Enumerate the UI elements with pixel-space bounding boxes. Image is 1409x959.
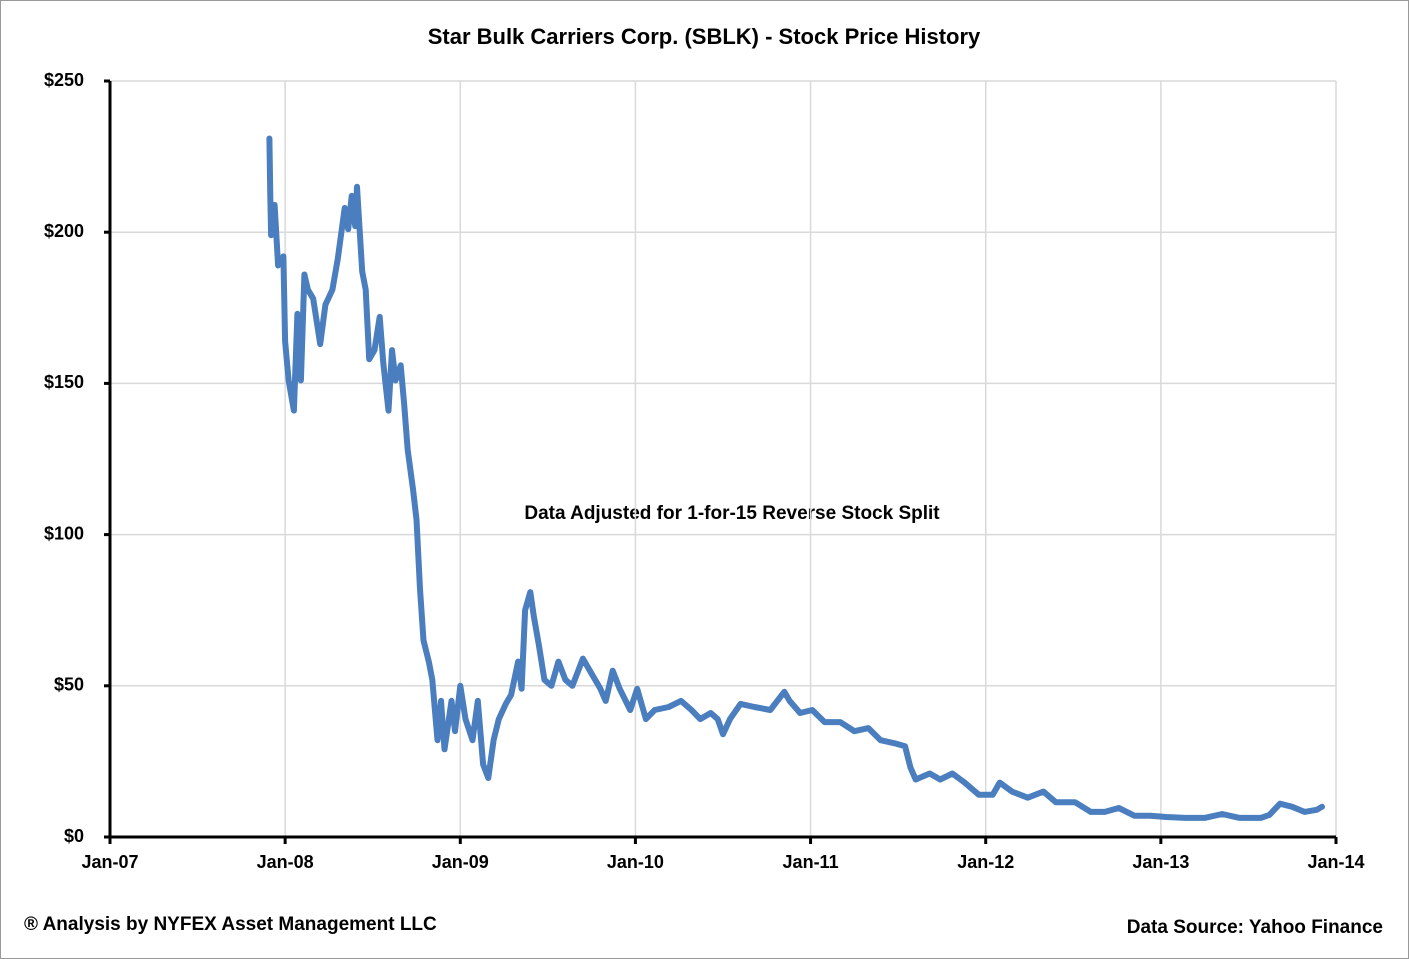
annotation: Data Adjusted for 1-for-15 Reverse Stock… xyxy=(524,503,940,524)
y-tick-label: $100 xyxy=(44,523,84,543)
x-tick-label: Jan-08 xyxy=(257,852,314,872)
x-tick-label: Jan-14 xyxy=(1307,852,1364,872)
x-tick-label: Jan-12 xyxy=(957,852,1014,872)
y-tick-label: $200 xyxy=(44,221,84,241)
x-tick-label: Jan-09 xyxy=(432,852,489,872)
x-tick-label: Jan-10 xyxy=(607,852,664,872)
x-tick-label: Jan-07 xyxy=(81,852,138,872)
x-tick-label: Jan-11 xyxy=(783,852,839,872)
y-tick-label: $0 xyxy=(64,826,84,846)
chart-title: Star Bulk Carriers Corp. (SBLK) - Stock … xyxy=(428,24,981,49)
footer-left: ® Analysis by NYFEX Asset Management LLC xyxy=(24,914,437,935)
y-tick-label: $250 xyxy=(44,70,84,90)
y-tick-label: $50 xyxy=(54,675,84,695)
y-tick-label: $150 xyxy=(44,372,84,392)
price-line xyxy=(266,135,1325,821)
x-tick-label: Jan-13 xyxy=(1132,852,1189,872)
footer-right: Data Source: Yahoo Finance xyxy=(1127,917,1383,938)
